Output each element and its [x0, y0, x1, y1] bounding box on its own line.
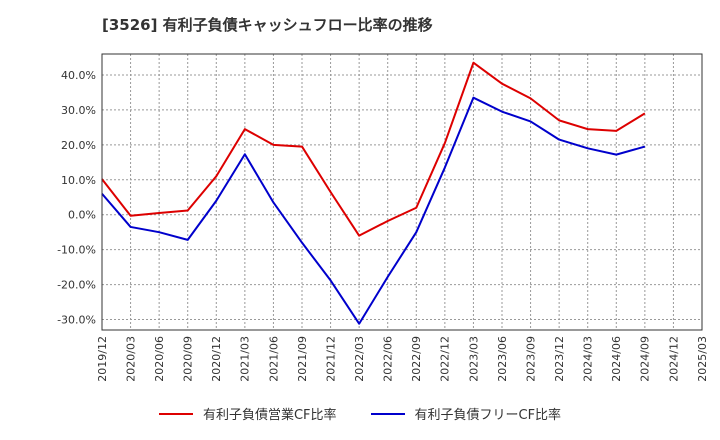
x-tick-label: 2023/03: [467, 336, 480, 382]
legend-label: 有利子負債営業CF比率: [202, 408, 337, 423]
y-tick-label: 30.0%: [61, 104, 96, 117]
y-tick-label: -30.0%: [57, 314, 96, 327]
x-tick-label: 2020/03: [124, 336, 137, 382]
x-tick-label: 2025/03: [696, 336, 709, 382]
y-tick-label: -10.0%: [57, 244, 96, 257]
y-tick-label: 40.0%: [61, 69, 96, 82]
x-tick-label: 2021/03: [239, 336, 252, 382]
x-tick-label: 2024/03: [582, 336, 595, 382]
x-tick-label: 2020/09: [182, 336, 195, 382]
legend-swatch: [158, 412, 193, 415]
series-line: [101, 61, 646, 237]
x-tick-label: 2019/12: [96, 336, 109, 382]
legend-item: 有利子負債営業CF比率: [158, 404, 337, 423]
y-tick-label: 0.0%: [68, 209, 96, 222]
legend: 有利子負債営業CF比率 有利子負債フリーCF比率: [0, 404, 720, 423]
legend-item: 有利子負債フリーCF比率: [370, 404, 562, 423]
grid: [102, 54, 702, 330]
x-tick-label: 2021/12: [324, 336, 337, 382]
legend-swatch: [370, 412, 405, 415]
x-tick-label: 2022/06: [382, 336, 395, 382]
y-axis-ticks: -30.0% -20.0% -10.0% 0.0% 10.0% 20.0% 30.0% 40.…: [57, 69, 96, 327]
series-line: [101, 96, 646, 325]
x-tick-label: 2022/12: [439, 336, 452, 382]
x-tick-label: 2023/09: [524, 336, 537, 382]
y-tick-label: 10.0%: [61, 174, 96, 187]
x-tick-label: 2024/06: [610, 336, 623, 382]
x-tick-label: 2021/09: [296, 336, 309, 382]
x-tick-label: 2024/09: [639, 336, 652, 382]
x-tick-label: 2020/06: [153, 336, 166, 382]
y-tick-label: 20.0%: [61, 139, 96, 152]
x-axis-ticks: 2019/12 2020/03 2020/06 2020/09 2020/12 2021/…: [96, 336, 709, 382]
chart-title: [3526] 有利子負債キャッシュフロー比率の推移: [102, 16, 433, 34]
x-tick-label: 2021/06: [267, 336, 280, 382]
x-tick-label: 2023/12: [553, 336, 566, 382]
x-tick-label: 2023/06: [496, 336, 509, 382]
x-tick-label: 2020/12: [210, 336, 223, 382]
x-tick-label: 2022/09: [410, 336, 423, 382]
y-tick-label: -20.0%: [57, 279, 96, 292]
x-tick-label: 2024/12: [667, 336, 680, 382]
series-lines: [101, 61, 646, 325]
plot-frame: [101, 53, 703, 331]
x-tick-label: 2022/03: [353, 336, 366, 382]
legend-label: 有利子負債フリーCF比率: [414, 408, 562, 423]
